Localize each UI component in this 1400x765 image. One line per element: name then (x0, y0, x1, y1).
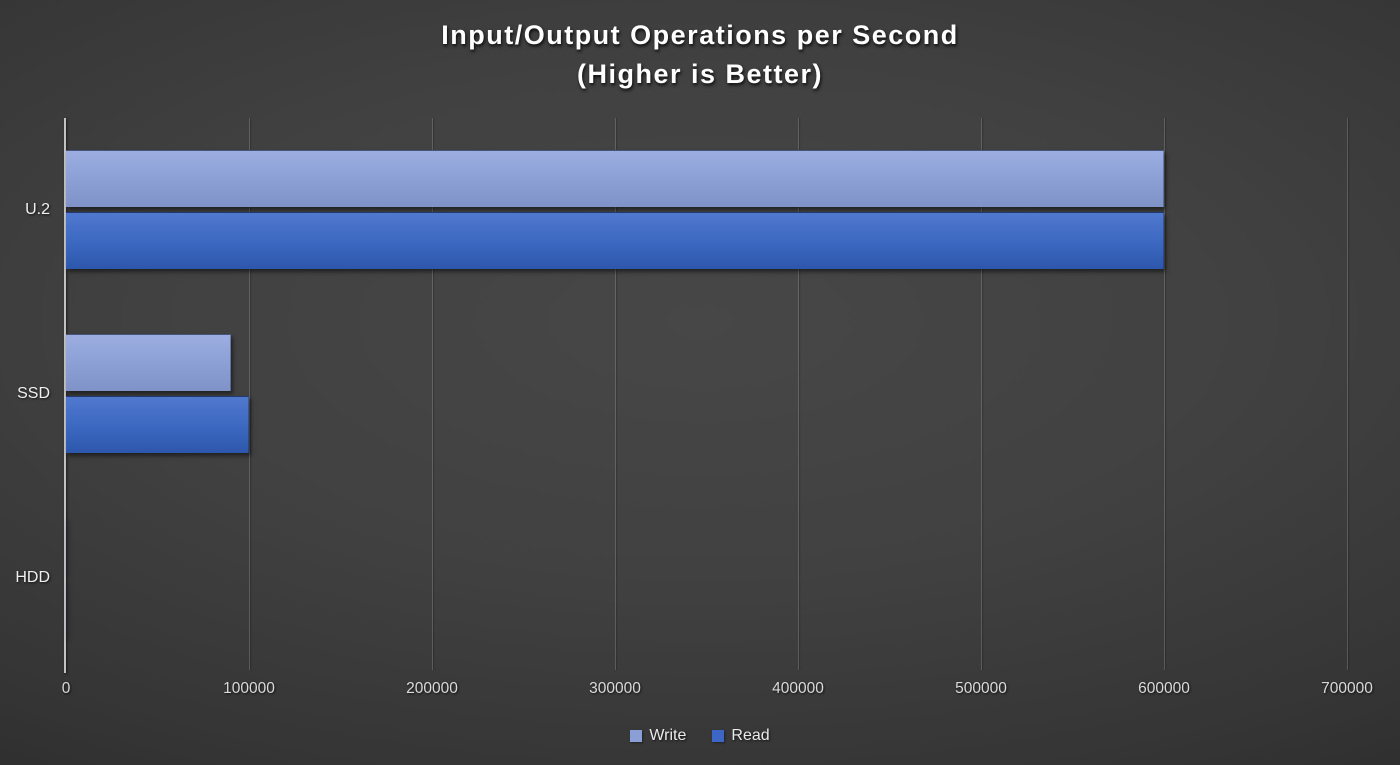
x-axis-tick-labels: 0 100000 200000 300000 400000 500000 600000 700… (0, 680, 1400, 702)
gridline (798, 118, 799, 670)
legend-label-write: Write (649, 727, 687, 744)
bar-ssd-write (66, 334, 231, 391)
y-axis-category-labels: U.2 SSD HDD (0, 0, 50, 765)
gridline (615, 118, 616, 670)
category-label-hdd: HDD (15, 569, 50, 586)
chart-title: Input/Output Operations per Second (441, 20, 959, 50)
bar-u2-write (66, 150, 1164, 207)
legend-swatch-write (630, 730, 643, 742)
x-tick-label-300000: 300000 (589, 680, 641, 697)
legend-item-read: Read (712, 727, 770, 745)
gridline (981, 118, 982, 670)
gridline (1347, 118, 1348, 670)
gridline (432, 118, 433, 670)
bar-hdd-write (66, 518, 67, 575)
x-tick-label-600000: 600000 (1138, 680, 1190, 697)
legend-swatch-read (712, 730, 725, 742)
plot-area (64, 118, 1348, 673)
bar-ssd-read (66, 396, 249, 453)
category-label-u2: U.2 (25, 201, 50, 218)
legend-item-write: Write (630, 727, 686, 745)
chart-title-block: Input/Output Operations per Second (High… (0, 16, 1400, 94)
y-axis-line (64, 118, 66, 673)
chart-subtitle: (Higher is Better) (576, 59, 824, 89)
legend-label-read: Read (731, 727, 770, 744)
bar-hdd-read (66, 580, 67, 637)
gridline (1164, 118, 1165, 670)
bar-u2-read (66, 212, 1164, 269)
x-tick-label-100000: 100000 (223, 680, 275, 697)
category-label-ssd: SSD (17, 385, 50, 402)
x-tick-label-500000: 500000 (955, 680, 1007, 697)
gridline (249, 118, 250, 670)
x-tick-label-0: 0 (61, 680, 71, 697)
x-tick-label-400000: 400000 (772, 680, 824, 697)
legend: Write Read (0, 724, 1400, 748)
x-tick-label-200000: 200000 (406, 680, 458, 697)
x-tick-label-700000: 700000 (1321, 680, 1373, 697)
